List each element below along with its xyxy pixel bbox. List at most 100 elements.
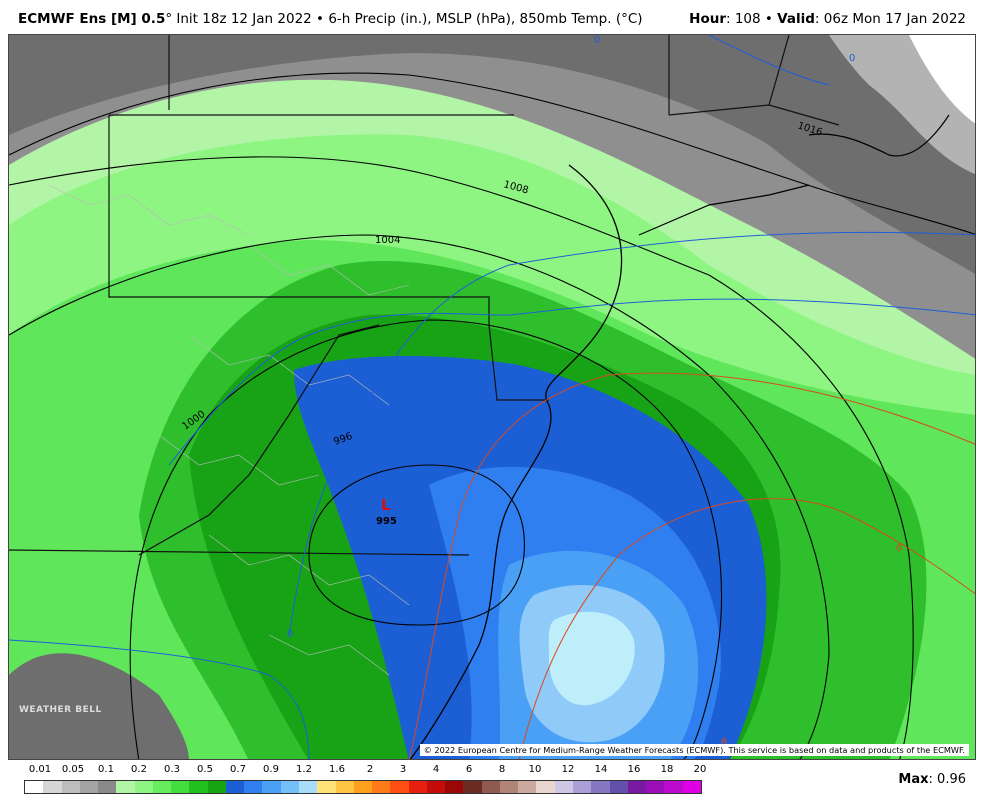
isobars [9,72,975,759]
legend-swatch [171,781,190,793]
legend-swatch [134,781,153,793]
isotherm-label-6-south: 6 [721,737,727,748]
legend-swatch [445,781,464,793]
legend-swatch [353,781,373,793]
long-island-coast [638,184,810,236]
legend-swatch [79,781,99,793]
legend-swatch [536,781,555,793]
legend-swatch [499,781,519,793]
legend-swatch [572,781,592,793]
legend-swatch [463,781,482,793]
valid-label: Valid [777,11,815,27]
legend-label: 20 [693,764,707,775]
title-bar: ECMWF Ens [M] 0.5° Init 18z 12 Jan 2022 … [0,0,984,34]
legend-swatch [627,781,647,793]
map-canvas: 1016 1008 1004 1000 996 6 6 0 0 0 L 995 [9,35,975,759]
isotherm-labels: 6 6 [721,542,904,748]
legend-swatch [646,781,665,793]
max-label: Max [898,772,929,787]
degree-symbol: ° [165,11,173,27]
legend-label: 0.05 [61,764,85,775]
max-value: Max: 0.96 [898,772,966,787]
precip-gray-dark-band [9,35,975,274]
legend-swatch [98,781,117,793]
legend-swatch [43,781,62,793]
legend-label: 1.2 [296,764,312,775]
isobar-label-1004: 1004 [375,235,400,246]
legend-label: 4 [432,764,440,775]
legend-label: 0.3 [164,764,180,775]
legend-swatch [152,781,172,793]
coastline [409,164,623,759]
legend-swatch [207,781,226,793]
model-name: ECMWF Ens [M] 0.5 [18,11,166,27]
legend-labels: 0.01 0.05 0.1 0.2 0.3 0.5 0.7 0.9 1.2 1.6 2 3 4 6 8 10 1… [24,764,707,778]
map-title: ECMWF Ens [M] 0.5° Init 18z 12 Jan 2022 … [18,11,643,27]
bullet-separator: • [316,11,325,27]
precip-legend: 0.01 0.05 0.1 0.2 0.3 0.5 0.7 0.9 1.2 1.6 2 3 4 6 8 10 1… [24,764,707,794]
legend-label: 0.7 [230,764,246,775]
isotherm-label-6-east: 6 [894,542,904,555]
legend-label: 14 [594,764,608,775]
valid-value: : 06z Mon 17 Jan 2022 [814,11,966,27]
state-boundaries [9,35,840,556]
max-number: : 0.96 [928,772,966,787]
legend-label: 0.2 [131,764,147,775]
legend-label: 2 [366,764,374,775]
legend-swatch [372,781,391,793]
legend-swatch [61,781,80,793]
legend-label: 0.9 [263,764,279,775]
legend-label: 16 [627,764,641,775]
low-pressure-center: L 995 [376,496,397,527]
copyright-notice: © 2022 European Centre for Medium-Range … [419,744,969,756]
legend-label: 3 [399,764,407,775]
legend-swatch [554,781,573,793]
init-time: Init 18z 12 Jan 2022 [176,11,312,27]
legend-swatch [116,781,135,793]
legend-label: 18 [660,764,674,775]
legend-label: 10 [528,764,542,775]
legend-label: 8 [498,764,506,775]
legend-swatch [189,781,208,793]
legend-swatch [426,781,446,793]
isotherms-warm [408,372,975,759]
hour-label: Hour [689,11,726,27]
legend-label: 0.5 [197,764,213,775]
legend-label: 12 [561,764,575,775]
hour-value: : 108 [726,11,761,27]
legend-swatch [335,781,354,793]
legend-swatch [298,781,318,793]
legend-label: 0.01 [28,764,52,775]
legend-swatch [664,781,683,793]
legend-label: 6 [465,764,473,775]
no-precip-area [909,35,975,124]
isotherm-0-labels: 0 0 0 [287,35,855,640]
precip-gray-southwest [9,653,189,759]
isotherm-label-0-ne: 0 [849,53,855,64]
legend-swatch [390,781,409,793]
legend-swatch [518,781,537,793]
new-england-coast [808,114,950,157]
product-description: 6-h Precip (in.), MSLP (hPa), 850mb Temp… [328,11,643,27]
legend-swatch [244,781,263,793]
low-marker-icon: L [381,496,391,514]
legend-swatch [591,781,610,793]
bullet-separator-2: • [764,11,773,27]
precip-map: 1016 1008 1004 1000 996 6 6 0 0 0 L 995 … [8,34,976,760]
isotherm-label-0-sw: 0 [287,629,293,640]
legend-swatch [225,781,245,793]
precip-max-core [548,611,635,706]
legend-swatch [682,781,701,793]
isotherms-cold [9,35,975,759]
legend-swatch [481,781,500,793]
legend-swatch [408,781,427,793]
forecast-time: Hour: 108 • Valid: 06z Mon 17 Jan 2022 [689,11,966,27]
isotherm-label-0-north: 0 [594,35,600,46]
low-pressure-value: 995 [376,516,397,527]
legend-swatch [280,781,299,793]
county-lines [48,184,410,676]
legend-swatch [317,781,336,793]
legend-label: 1.6 [329,764,345,775]
legend-label: 0.1 [98,764,114,775]
weatherbell-logo: WEATHER BELL [19,705,102,715]
